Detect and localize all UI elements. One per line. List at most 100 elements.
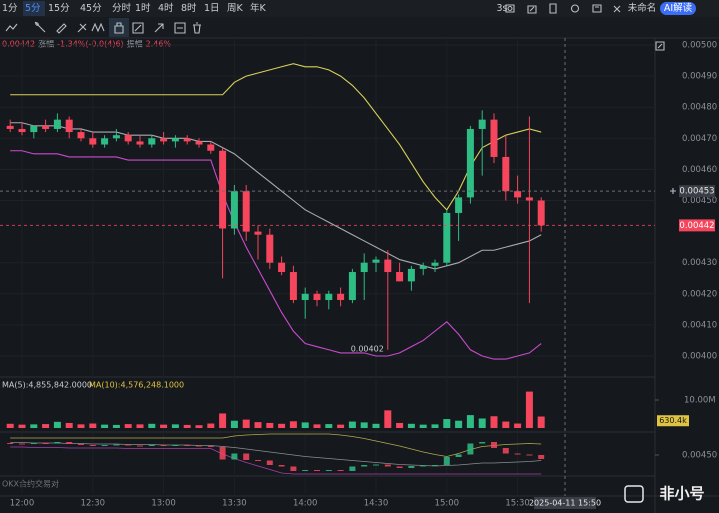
tool-delete[interactable] xyxy=(193,22,201,34)
sub-candle-body xyxy=(255,460,261,461)
volume-bar xyxy=(537,416,545,428)
sub-candle-body xyxy=(7,443,14,444)
volume-bar xyxy=(396,422,404,428)
icon-expand[interactable] xyxy=(655,41,665,51)
candle-body xyxy=(18,128,26,133)
interval[interactable]: 1日 xyxy=(204,3,220,14)
sub-band-line xyxy=(10,446,542,475)
interval[interactable]: 4时 xyxy=(158,2,174,14)
crosshair-price: 0.00453 xyxy=(679,187,714,197)
candle-body xyxy=(455,197,463,213)
volume-bar xyxy=(289,421,297,428)
volume-bar xyxy=(171,424,179,428)
interval[interactable]: 45分 xyxy=(80,3,102,14)
candle-body xyxy=(242,191,250,232)
icon-layout[interactable] xyxy=(613,5,621,13)
icon-settings[interactable] xyxy=(570,4,580,13)
tool-lock[interactable] xyxy=(114,22,124,34)
sub-candle-body xyxy=(420,465,427,467)
y-tick-label: 0.00470 xyxy=(682,134,717,144)
volume-bar xyxy=(360,422,368,428)
volume-ma10: MA(10):4,576,248.1000 xyxy=(89,381,184,390)
candle-body xyxy=(124,135,132,142)
toolbar-bg xyxy=(0,0,719,17)
ai-button-bg[interactable] xyxy=(660,2,696,15)
band-line xyxy=(10,150,542,360)
volume-bar xyxy=(278,423,286,428)
volume-bar xyxy=(384,410,392,428)
icon-plus[interactable] xyxy=(670,188,676,194)
sub-candle-body xyxy=(514,453,521,455)
x-tick-label: 15:30 xyxy=(505,499,530,509)
tool-wave[interactable] xyxy=(91,22,105,33)
tool-note[interactable] xyxy=(174,22,186,34)
volume-bar xyxy=(372,423,380,428)
volume-bar xyxy=(101,424,109,428)
volume-bar xyxy=(407,423,415,428)
candle-body xyxy=(101,138,109,145)
tool-trend[interactable] xyxy=(5,23,18,32)
tool-pen[interactable] xyxy=(56,23,67,34)
source: OKX合约交易对 xyxy=(2,479,59,489)
tool-line[interactable] xyxy=(34,21,46,33)
info-amplitude: 2.46% xyxy=(146,40,172,49)
volume-bar xyxy=(148,423,156,428)
x-tick-label: 12:00 xyxy=(10,499,35,509)
tool-magnet[interactable] xyxy=(154,23,164,33)
candle-body xyxy=(372,259,380,263)
candle-body xyxy=(30,125,38,133)
icon-fullscreen[interactable] xyxy=(527,5,537,14)
candle-body xyxy=(407,268,415,282)
candle-body xyxy=(195,141,203,145)
volume-bar xyxy=(431,424,439,428)
sub-candle-body xyxy=(125,444,132,446)
sub-candle-body xyxy=(160,445,167,446)
y-tick-label: 0.00400 xyxy=(682,352,717,362)
tool-measure[interactable] xyxy=(132,22,144,34)
candle-body xyxy=(325,293,333,301)
candle-body xyxy=(466,128,474,198)
interval[interactable]: 15分 xyxy=(48,3,70,14)
interval[interactable]: 1分 xyxy=(2,3,18,14)
sub-candle-body xyxy=(314,470,320,471)
sub-candle-body xyxy=(78,444,84,445)
candle-body xyxy=(53,119,61,129)
layout-name[interactable]: 未命名 xyxy=(628,2,657,14)
interval[interactable]: 8时 xyxy=(181,2,197,14)
x-tick-label: 14:00 xyxy=(293,499,318,509)
sub-candle-body xyxy=(266,460,273,465)
candle-body xyxy=(537,200,545,226)
interval[interactable]: 年K xyxy=(250,2,267,14)
icon-template[interactable] xyxy=(592,4,602,13)
interval[interactable]: 分时 xyxy=(112,2,132,14)
candle-body xyxy=(337,293,345,301)
refresh-rate[interactable]: 3s xyxy=(497,3,508,14)
sub-candle-body xyxy=(526,454,533,456)
volume-bar xyxy=(242,419,250,428)
info-change: -1.34%(-0.0(4)6) xyxy=(57,40,124,49)
candle-body xyxy=(42,125,50,129)
last-price-bg xyxy=(679,219,715,232)
candle-body xyxy=(525,197,533,201)
sub-candle-body xyxy=(66,442,73,444)
icon-camera[interactable] xyxy=(505,4,515,13)
watermark-logo xyxy=(624,485,644,503)
candle-body xyxy=(136,141,144,145)
sub-candle-body xyxy=(30,443,37,444)
ai-button[interactable]: AI解读 xyxy=(664,2,693,14)
sub-candle-body xyxy=(137,445,143,447)
candle-body xyxy=(219,150,227,229)
interval[interactable]: 5分 xyxy=(25,3,41,14)
candle-body xyxy=(514,191,522,198)
sub-candle-body xyxy=(42,443,49,444)
volume-bar xyxy=(313,424,321,428)
tool-fib[interactable] xyxy=(77,23,87,33)
candle-body xyxy=(89,138,97,145)
interval[interactable]: 1时 xyxy=(135,2,151,14)
volume-bar xyxy=(266,422,274,428)
y-tick-label: 0.00450 xyxy=(682,196,717,206)
interval[interactable]: 周K xyxy=(227,3,244,14)
icon-indicators[interactable] xyxy=(549,3,557,14)
sub-band-line xyxy=(10,433,542,457)
